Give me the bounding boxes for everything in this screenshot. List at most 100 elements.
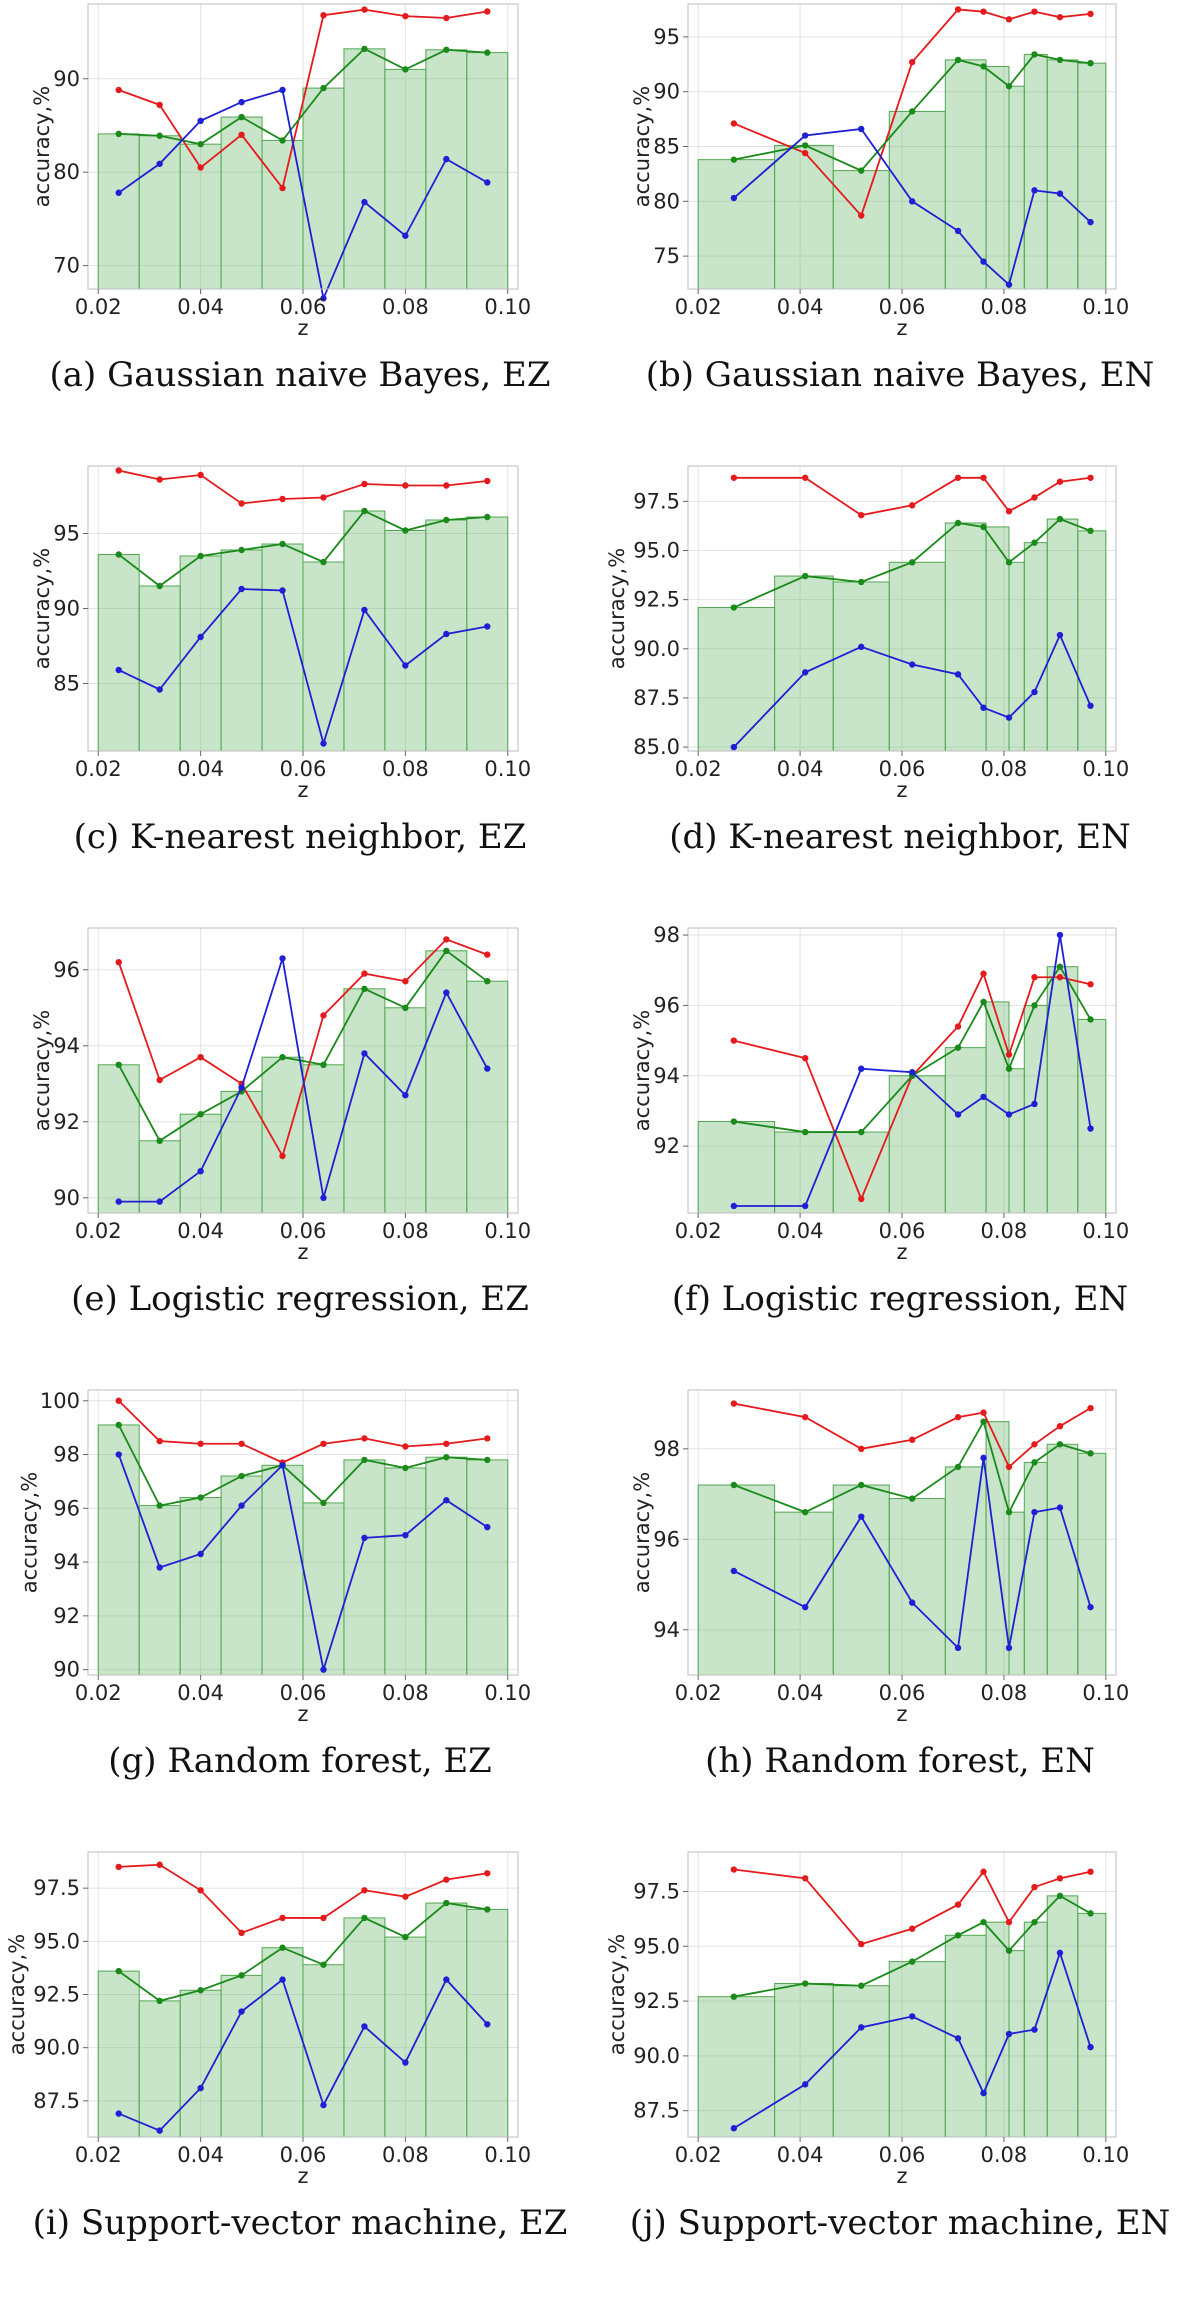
chart-caption: (i) Support-vector machine, EZ	[32, 2203, 568, 2243]
data-point-red	[238, 1929, 245, 1937]
data-point-green	[443, 1899, 450, 1907]
data-point-red	[1087, 1404, 1094, 1412]
data-point-green	[115, 1061, 122, 1068]
x-tick-label: 0.08	[382, 2143, 429, 2167]
data-point-red	[1056, 1422, 1064, 1430]
data-point-blue	[484, 623, 491, 630]
data-point-green	[484, 49, 491, 56]
histogram-bar	[425, 49, 468, 290]
data-point-blue	[402, 232, 409, 239]
chart-panel: 0.02 0.04 0.06 0.08 0.10 70 80 90 z accuracy,% (a)…	[0, 0, 600, 465]
x-tick-label: 0.02	[675, 757, 722, 781]
data-point-red	[1005, 1918, 1013, 1926]
data-point-green	[279, 137, 286, 144]
histogram-bar	[1023, 1461, 1048, 1676]
data-point-green	[1056, 1441, 1064, 1448]
data-point-blue	[858, 1513, 865, 1520]
data-point-blue	[980, 704, 987, 711]
x-tick-label: 0.04	[177, 1219, 224, 1243]
data-point-green	[320, 84, 327, 92]
histogram-bar	[220, 1475, 263, 1676]
y-tick-label: 92	[53, 1110, 80, 1134]
x-tick-label: 0.06	[879, 2143, 926, 2167]
data-point-red	[320, 12, 327, 19]
series-green	[730, 1892, 1094, 2000]
x-tick-label: 0.08	[382, 1219, 429, 1243]
series-red	[115, 6, 491, 192]
x-axis-label: z	[896, 316, 907, 340]
y-tick-label: 90	[653, 80, 680, 104]
x-tick-label: 0.06	[280, 757, 327, 781]
y-tick-label: 90	[53, 597, 80, 621]
data-point-red	[402, 1443, 409, 1450]
data-point-blue	[1087, 218, 1094, 226]
data-point-red	[484, 951, 491, 958]
series-green	[115, 947, 491, 1144]
series-red	[730, 1400, 1094, 1471]
data-point-red	[1087, 1868, 1094, 1875]
data-point-red	[954, 6, 962, 13]
x-tick-label: 0.02	[75, 1219, 122, 1243]
data-point-red	[1087, 10, 1094, 18]
y-tick-label: 97.5	[633, 489, 680, 513]
histogram-bar	[888, 1961, 946, 2138]
data-point-green	[320, 558, 327, 566]
data-point-blue	[801, 132, 809, 139]
x-tick-label: 0.10	[1082, 757, 1129, 781]
data-point-red	[1056, 13, 1064, 21]
data-point-red	[1031, 974, 1038, 981]
histogram-bar	[97, 1970, 140, 2138]
histogram-bar	[697, 1121, 776, 1214]
data-point-blue	[1031, 1100, 1038, 1108]
histogram-bar	[261, 543, 304, 752]
chart-caption: (j) Support-vector machine, EN	[629, 2203, 1171, 2243]
data-point-red	[1031, 494, 1038, 501]
data-point-red	[115, 467, 122, 474]
series-line-green	[118, 47, 488, 146]
y-tick-label: 96	[653, 1527, 680, 1551]
data-point-blue	[908, 1069, 916, 1076]
series-line-blue	[118, 958, 489, 1203]
data-point-red	[361, 970, 368, 977]
data-point-blue	[980, 258, 987, 265]
series-red	[115, 1861, 491, 1937]
data-point-blue	[1056, 1504, 1064, 1511]
histogram-bar	[1077, 1912, 1107, 2138]
histogram-bar	[425, 1456, 468, 1676]
y-tick-label: 96	[653, 993, 680, 1017]
histogram-bar	[697, 1484, 776, 1676]
histogram-bar	[97, 1064, 140, 1214]
data-point-blue	[402, 662, 409, 669]
chart-panel: 0.02 0.04 0.06 0.08 0.10 94 96 98 z accuracy,% (h)…	[600, 1386, 1200, 1851]
data-point-red	[730, 120, 738, 127]
data-point-green	[954, 1044, 962, 1051]
x-axis-label: z	[297, 1240, 308, 1264]
data-point-blue	[1031, 1508, 1038, 1516]
x-tick-label: 0.02	[75, 2143, 122, 2167]
histogram-bar	[697, 159, 776, 290]
histogram-bar	[888, 1498, 946, 1676]
data-point-blue	[320, 1194, 327, 1201]
series-line-green	[733, 1419, 1091, 1515]
data-point-red	[197, 1054, 204, 1061]
data-point-red	[197, 1887, 204, 1894]
histogram-bar	[425, 1902, 468, 2138]
data-point-red	[197, 164, 204, 171]
data-point-red	[279, 184, 286, 192]
series-line-blue	[733, 934, 1092, 1207]
data-point-blue	[156, 1564, 163, 1571]
data-point-green	[1056, 963, 1064, 970]
data-point-blue	[1005, 281, 1013, 288]
x-tick-label: 0.04	[777, 2143, 824, 2167]
data-point-green	[801, 1128, 809, 1136]
histogram-bar	[138, 585, 181, 752]
data-point-red	[801, 1875, 809, 1882]
chart-svg: 0.02 0.04 0.06 0.08 0.10 90 92 94 96 98 100 z accura…	[18, 1389, 532, 1726]
data-point-green	[361, 985, 368, 992]
data-point-green	[858, 578, 865, 586]
data-point-green	[1031, 51, 1038, 58]
data-point-red	[156, 1861, 163, 1868]
data-point-green	[402, 1464, 409, 1472]
data-point-green	[320, 1061, 327, 1068]
y-tick-label: 70	[53, 254, 80, 278]
